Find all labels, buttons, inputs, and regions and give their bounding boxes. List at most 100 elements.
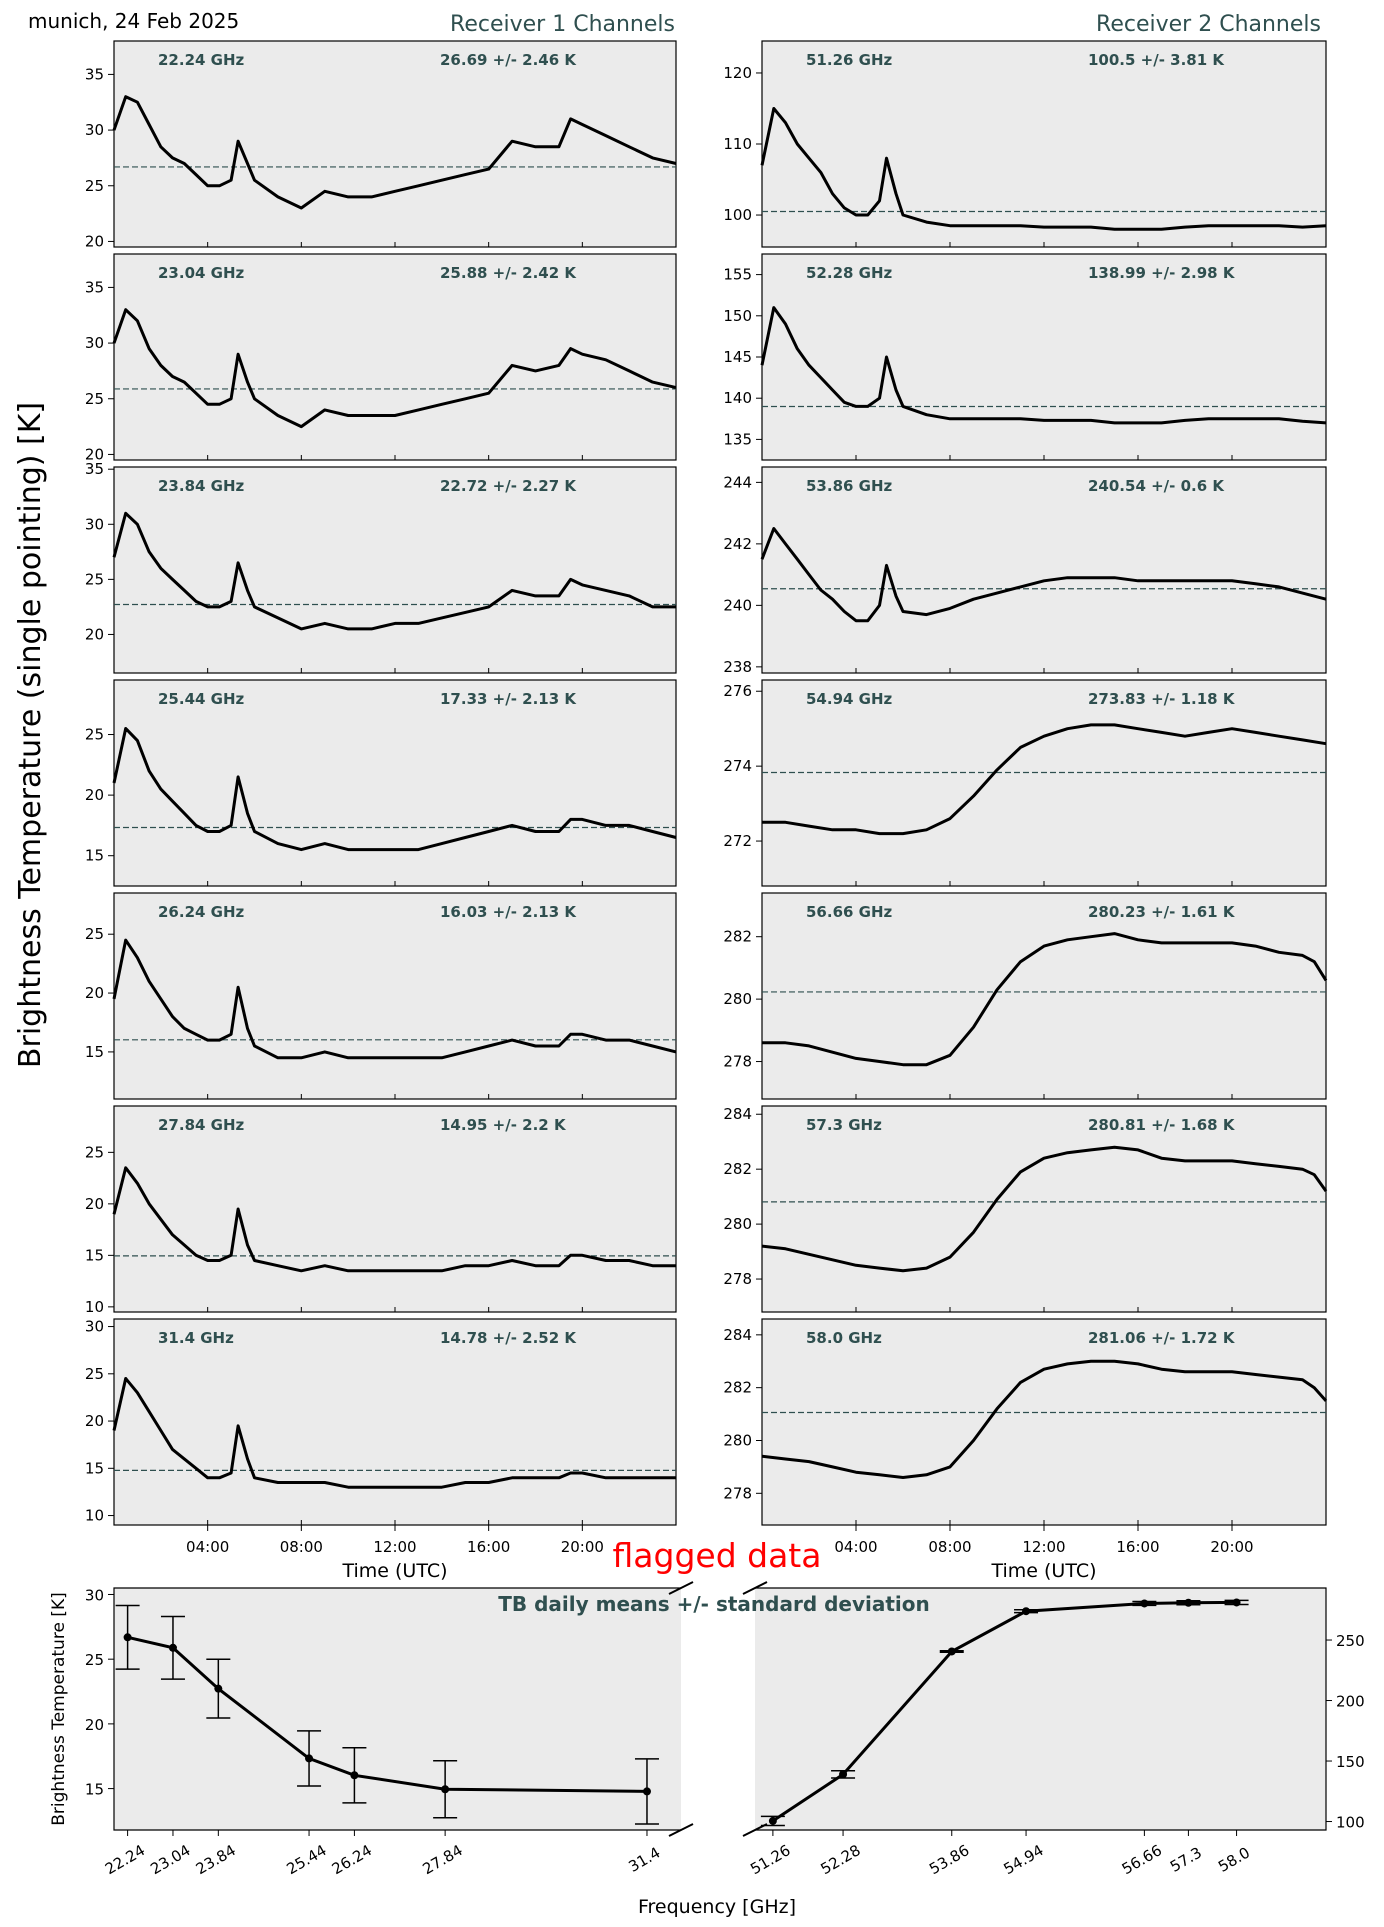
- y-tick-label: 276: [723, 682, 752, 700]
- mean-point: [642, 1787, 651, 1796]
- y-tick-label: 284: [723, 1326, 752, 1344]
- flagged-data-label: flagged data: [613, 1536, 822, 1575]
- summary-chart: TB daily means +/- standard deviation Bri…: [49, 1581, 1365, 1918]
- y-tick-label: 280: [723, 990, 752, 1008]
- brightness-temperature-series: [112, 1166, 676, 1273]
- y-tick-label: 15: [85, 847, 104, 865]
- brightness-temperature-series: [762, 723, 1327, 836]
- y-tick-label: 278: [723, 1270, 752, 1288]
- frequency-tick-label: 52.28: [817, 1841, 863, 1878]
- x-tick-label: 16:00: [1116, 1538, 1159, 1556]
- receiver1-title: Receiver 1 Channels: [450, 12, 675, 37]
- x-tick-label: 20:00: [1210, 1538, 1253, 1556]
- channel-mean-label: 14.78 +/- 2.52 K: [440, 1329, 577, 1347]
- y-tick-label: 280: [723, 1431, 752, 1449]
- channel-frequency-label: 22.24 GHz: [158, 51, 245, 69]
- y-tick-label: 35: [85, 460, 104, 478]
- channel-frequency-label: 26.24 GHz: [158, 903, 245, 921]
- panel-frame: [761, 40, 1327, 248]
- summary-left-frame: [113, 1587, 681, 1831]
- y-tick-label: 20: [85, 445, 104, 463]
- channel-frequency-label: 58.0 GHz: [806, 1329, 882, 1347]
- channel-mean-label: 22.72 +/- 2.27 K: [440, 477, 577, 495]
- panel-frame: [113, 40, 677, 248]
- mean-point: [214, 1684, 223, 1693]
- x-tick-label: 04:00: [834, 1538, 877, 1556]
- panel-frame: [113, 679, 677, 887]
- x-tick-label: 08:00: [928, 1538, 971, 1556]
- panel-frame: [113, 1318, 677, 1526]
- frequency-tick-label: 23.04: [147, 1841, 193, 1878]
- mean-point: [168, 1643, 177, 1652]
- panel-frame: [761, 1105, 1327, 1313]
- x-tick-label: 20:00: [561, 1538, 604, 1556]
- y-tick-label: 25: [85, 925, 104, 943]
- channel-frequency-label: 56.66 GHz: [806, 903, 893, 921]
- y-tick-label: 25: [85, 1651, 104, 1669]
- channel-frequency-label: 23.84 GHz: [158, 477, 245, 495]
- brightness-temperature-series: [112, 511, 676, 631]
- y-tick-label: 135: [723, 430, 752, 448]
- channel-mean-label: 273.83 +/- 1.18 K: [1088, 690, 1236, 708]
- y-tick-label: 30: [85, 334, 104, 352]
- y-tick-label: 244: [723, 473, 752, 491]
- y-tick-label: 238: [723, 658, 752, 676]
- y-tick-label: 35: [85, 65, 104, 83]
- y-tick-label: 25: [85, 570, 104, 588]
- y-tick-label: 25: [85, 726, 104, 744]
- r1-channel-panel-6: 10 15 20 25 30 31.4 GHz 14.78 +/- 2.52 K: [85, 1318, 677, 1526]
- x-tick-label: 12:00: [373, 1538, 416, 1556]
- frequency-tick-label: 58.0: [1215, 1844, 1253, 1876]
- y-tick-label: 10: [85, 1298, 104, 1316]
- mean-point: [1022, 1607, 1031, 1616]
- mean-point: [305, 1754, 314, 1763]
- panel-frame: [113, 1105, 677, 1313]
- r1-channel-panel-3: 15 20 25 25.44 GHz 17.33 +/- 2.13 K: [85, 679, 677, 887]
- mean-point: [1184, 1598, 1193, 1607]
- r2-channel-panel-1: 135 140 145 150 155 52.28 GHz 138.99 +/- 2.98 …: [723, 253, 1327, 461]
- y-tick-label: 282: [723, 1160, 752, 1178]
- panel-frame: [761, 466, 1327, 674]
- y-tick-label: 282: [723, 928, 752, 946]
- panel-frame: [113, 892, 677, 1100]
- x-tick-label: 08:00: [280, 1538, 323, 1556]
- frequency-tick-label: 56.66: [1119, 1841, 1165, 1878]
- y-tick-label: 150: [723, 307, 752, 325]
- channel-mean-label: 14.95 +/- 2.2 K: [440, 1116, 567, 1134]
- channel-mean-label: 281.06 +/- 1.72 K: [1088, 1329, 1236, 1347]
- y-tick-label: 15: [85, 1459, 104, 1477]
- y-tick-label: 25: [85, 1365, 104, 1383]
- r2-channel-panel-2: 238 240 242 244 53.86 GHz 240.54 +/- 0.6 K: [723, 466, 1327, 676]
- y-tick-label: 30: [85, 121, 104, 139]
- channel-frequency-label: 23.04 GHz: [158, 264, 245, 282]
- channel-mean-label: 138.99 +/- 2.98 K: [1088, 264, 1236, 282]
- mean-point: [1232, 1598, 1241, 1607]
- y-tick-label: 280: [723, 1215, 752, 1233]
- y-tick-label: 140: [723, 389, 752, 407]
- receiver2-title: Receiver 2 Channels: [1096, 12, 1321, 37]
- brightness-temperature-series: [761, 1145, 1328, 1273]
- y-tick-label: 20: [85, 625, 104, 643]
- y-tick-label: 25: [85, 1143, 104, 1161]
- r2-channel-panel-6: 278 280 282 284 58.0 GHz 281.06 +/- 1.72 K: [723, 1318, 1328, 1526]
- frequency-tick-label: 22.24: [102, 1841, 148, 1878]
- axis-break-mark: [742, 1581, 768, 1595]
- y-tick-label: 30: [85, 1586, 104, 1604]
- axis-break-mark: [668, 1823, 694, 1837]
- frequency-tick-label: 25.44: [283, 1841, 329, 1878]
- brightness-temperature-series: [760, 527, 1327, 623]
- summary-right-background: [755, 1588, 1326, 1830]
- r2-channel-panel-0: 100 110 120 51.26 GHz 100.5 +/- 3.81 K: [723, 40, 1327, 248]
- panel-frame: [113, 253, 677, 461]
- axis-break-mark: [668, 1581, 694, 1595]
- frequency-tick-label: 57.3: [1167, 1844, 1205, 1876]
- frequency-tick-label: 51.26: [747, 1841, 793, 1878]
- channel-mean-label: 240.54 +/- 0.6 K: [1088, 477, 1225, 495]
- channel-frequency-label: 57.3 GHz: [806, 1116, 882, 1134]
- summary-left-background: [114, 1588, 681, 1830]
- frequency-tick-label: 26.24: [329, 1841, 375, 1878]
- summary-left-series: 15 20 25 30 22.24 23.04 23.84 25.44 26.24 27.84 31…: [85, 1586, 664, 1878]
- receiver2-panels: 100 110 120 51.26 GHz 100.5 +/- 3.81 K 135 140…: [723, 40, 1328, 1526]
- y-axis-label: Brightness Temperature (single pointing)…: [13, 402, 48, 1068]
- channel-mean-label: 26.69 +/- 2.46 K: [440, 51, 577, 69]
